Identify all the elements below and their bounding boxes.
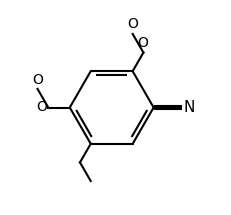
Text: O: O: [32, 73, 43, 87]
Text: N: N: [182, 100, 194, 115]
Text: O: O: [127, 17, 137, 31]
Text: O: O: [136, 36, 147, 50]
Text: O: O: [36, 100, 47, 114]
